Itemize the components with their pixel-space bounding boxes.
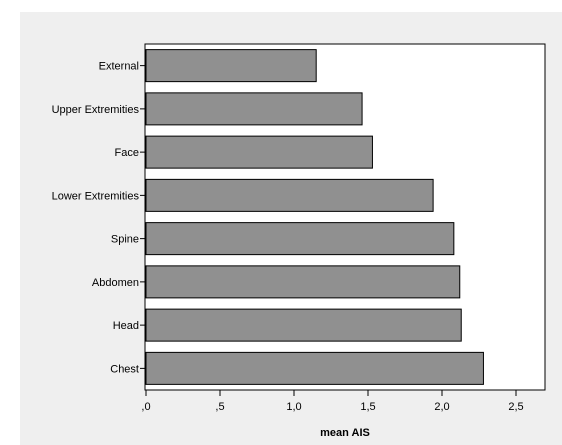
y-tick-label: Spine xyxy=(111,234,139,246)
y-tick-label: Head xyxy=(113,320,139,332)
x-tick-label: 2,5 xyxy=(508,401,523,413)
bar-chest xyxy=(145,351,484,385)
x-tick-label: ,5 xyxy=(215,401,224,413)
x-axis-title: mean AIS xyxy=(320,427,370,439)
y-tick-label: External xyxy=(99,61,139,73)
bar-upper-extremities xyxy=(145,92,363,126)
x-tick-label: 1,0 xyxy=(286,401,301,413)
x-tick-label: 1,5 xyxy=(360,401,375,413)
y-tick-label: Chest xyxy=(110,363,139,375)
bar-external xyxy=(145,49,317,83)
x-tick-label: ,0 xyxy=(141,401,150,413)
y-axis: External Upper Extremities Face Lower Extre… xyxy=(52,61,145,375)
y-tick-label: Face xyxy=(115,147,139,159)
bar-spine xyxy=(145,222,455,256)
bars xyxy=(145,49,484,385)
y-tick-label: Abdomen xyxy=(92,277,139,289)
y-tick-label: Lower Extremities xyxy=(52,190,140,202)
bar-lower-extremities xyxy=(145,178,434,212)
bar-face xyxy=(145,135,373,169)
x-axis: ,0 ,5 1,0 1,5 2,0 2,5 xyxy=(141,390,524,413)
bar-head xyxy=(145,308,462,342)
x-tick-label: 2,0 xyxy=(434,401,449,413)
bar-abdomen xyxy=(145,265,461,299)
y-tick-label: Upper Extremities xyxy=(52,104,140,116)
